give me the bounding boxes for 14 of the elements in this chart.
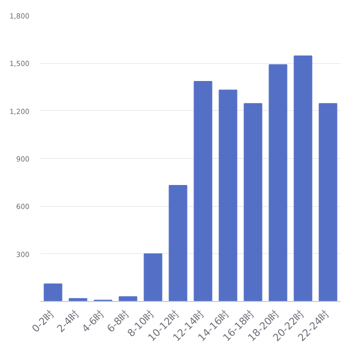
bar [218,90,238,302]
x-tick-label: 0-2时 [30,308,57,336]
bar [194,80,212,302]
bar [44,284,62,302]
bar [144,253,162,302]
bar [68,298,88,302]
x-tick-label: 2-4时 [54,308,82,336]
bar [294,56,312,302]
bar [168,185,188,302]
bar [268,64,288,302]
bar [244,103,262,302]
x-tick-label: 4-6时 [80,308,107,336]
bar [318,103,338,302]
bar [118,296,138,302]
